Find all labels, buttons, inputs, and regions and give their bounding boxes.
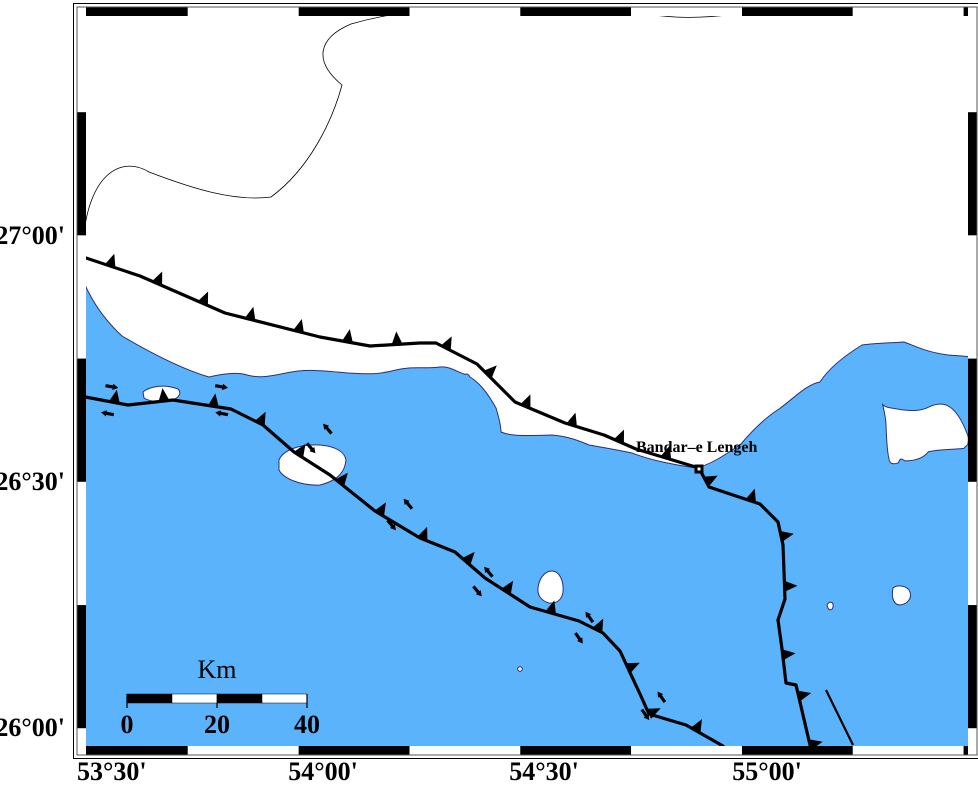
svg-text:20: 20 — [204, 710, 230, 739]
svg-text:Bandar–e Lengeh: Bandar–e Lengeh — [636, 439, 757, 456]
svg-text:27°00': 27°00' — [0, 221, 65, 250]
svg-text:Km: Km — [198, 655, 237, 684]
svg-text:53°30': 53°30' — [77, 757, 147, 786]
svg-text:0: 0 — [121, 710, 134, 739]
svg-text:40: 40 — [294, 710, 320, 739]
svg-text:26°30': 26°30' — [0, 467, 65, 496]
svg-text:54°00': 54°00' — [288, 757, 358, 786]
svg-text:55°00': 55°00' — [732, 757, 802, 786]
svg-text:26°00': 26°00' — [0, 713, 65, 742]
svg-text:54°30': 54°30' — [509, 757, 579, 786]
